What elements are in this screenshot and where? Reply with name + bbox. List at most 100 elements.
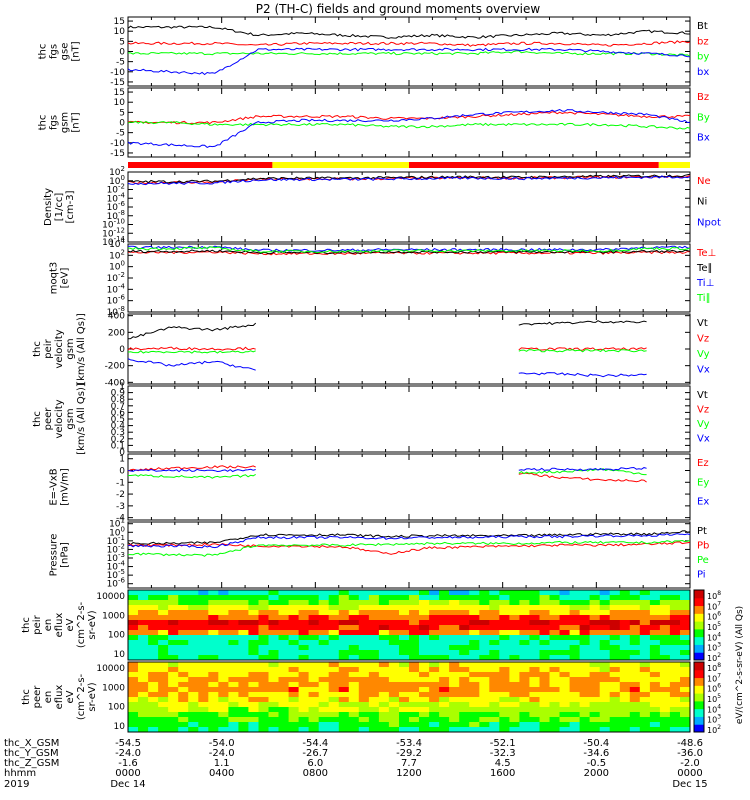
heatmap-cell xyxy=(419,630,430,636)
heatmap-cell xyxy=(569,645,581,651)
heatmap-cell xyxy=(669,655,681,661)
heatmap-cell xyxy=(288,620,300,626)
heatmap-cell xyxy=(680,620,691,626)
heatmap-cell xyxy=(218,682,229,688)
heatmap-cell xyxy=(409,655,420,661)
heatmap-cell xyxy=(539,645,550,651)
heatmap-cell xyxy=(308,620,320,626)
heatmap-cell xyxy=(198,692,209,698)
heatmap-cell xyxy=(399,717,410,723)
heatmap-cell xyxy=(549,655,560,661)
heatmap-cell xyxy=(629,640,641,646)
heatmap-cell xyxy=(348,655,360,661)
heatmap-cell xyxy=(208,672,219,678)
heatmap-cell xyxy=(539,640,550,646)
heatmap-cell xyxy=(218,692,229,698)
heatmap-cell xyxy=(519,682,530,688)
heatmap-cell xyxy=(539,655,550,661)
heatmap-cell xyxy=(158,677,169,683)
heatmap-cell xyxy=(338,707,350,713)
heatmap-cell xyxy=(589,677,601,683)
colorbar-swatch xyxy=(694,693,704,702)
heatmap-cell xyxy=(569,655,581,661)
heatmap-cell xyxy=(178,677,189,683)
heatmap-cell xyxy=(519,630,530,636)
y-tick-label: 10 xyxy=(114,650,126,660)
heatmap-cell xyxy=(680,717,691,723)
heatmap-cell xyxy=(559,667,570,673)
heatmap-cell xyxy=(378,672,390,678)
heatmap-cell xyxy=(328,697,340,703)
heatmap-cell xyxy=(529,687,540,693)
heatmap-cell xyxy=(368,620,380,626)
axis-row-label: hhmm xyxy=(4,768,36,779)
heatmap-cell xyxy=(138,640,149,646)
heatmap-cell xyxy=(629,655,641,661)
heatmap-cell xyxy=(388,687,400,693)
heatmap-cell xyxy=(158,650,169,656)
heatmap-cell xyxy=(238,630,249,636)
time-axis: thc_X_GSM -54.5 -54.0 -54.4 -53.4 -52.1 -50.4-… xyxy=(4,738,708,790)
heatmap-cell xyxy=(298,615,310,621)
heatmap-cell xyxy=(639,610,651,616)
series-Ez xyxy=(127,465,647,483)
heatmap-cell xyxy=(579,590,591,596)
heatmap-cell xyxy=(539,727,550,733)
heatmap-cell xyxy=(569,605,581,611)
heatmap-cell xyxy=(198,625,209,631)
y-tick-label: 100 xyxy=(109,260,125,273)
heatmap-cell xyxy=(188,615,199,621)
y-tick-label: 10-12 xyxy=(102,226,125,239)
heatmap-cell xyxy=(158,630,169,636)
colorbar-tick-label: 107 xyxy=(707,672,721,683)
heatmap-cell xyxy=(358,677,370,683)
heatmap-cell xyxy=(680,677,691,683)
heatmap-cell xyxy=(629,717,641,723)
heatmap-cell xyxy=(188,672,199,678)
heatmap-cell xyxy=(158,655,169,661)
heatmap-cell xyxy=(449,717,460,723)
heatmap-cell xyxy=(138,712,149,718)
heatmap-cell xyxy=(499,692,510,698)
heatmap-cell xyxy=(669,672,681,678)
heatmap-cell xyxy=(579,722,591,728)
heatmap-cell xyxy=(399,682,410,688)
heatmap-cell xyxy=(599,615,611,621)
heatmap-cell xyxy=(609,655,621,661)
colorbar-tick-label: 108 xyxy=(707,662,721,673)
heatmap-cell xyxy=(589,717,601,723)
heatmap-cell xyxy=(429,717,440,723)
heatmap-cell xyxy=(318,662,330,668)
heatmap-cell xyxy=(158,662,169,668)
heatmap-cell xyxy=(659,600,671,606)
heatmap-cell xyxy=(158,645,169,651)
series-bz xyxy=(127,40,691,47)
heatmap-cell xyxy=(519,687,530,693)
heatmap-cell xyxy=(479,712,490,718)
heatmap-cell xyxy=(218,625,229,631)
heatmap-cell xyxy=(479,682,490,688)
heatmap-cell xyxy=(268,620,279,626)
colorbar-swatch xyxy=(694,724,704,733)
heatmap-cell xyxy=(218,595,229,601)
heatmap-cell xyxy=(429,645,440,651)
heatmap-cell xyxy=(569,600,581,606)
heatmap-cell xyxy=(278,620,289,626)
heatmap-cell xyxy=(298,692,310,698)
heatmap-cell xyxy=(368,687,380,693)
heatmap-cell xyxy=(208,707,219,713)
heatmap-cell xyxy=(248,590,259,596)
axis-row-value: -0.5 xyxy=(587,758,607,769)
heatmap-cell xyxy=(469,722,480,728)
heatmap-cell xyxy=(409,640,420,646)
heatmap-cell xyxy=(348,595,360,601)
heatmap-cell xyxy=(499,677,510,683)
y-tick-label: 10-2 xyxy=(107,542,125,555)
heatmap-cell xyxy=(338,717,350,723)
heatmap-cell xyxy=(599,600,611,606)
heatmap-cell xyxy=(388,605,400,611)
heatmap-cell xyxy=(419,615,430,621)
heatmap-cell xyxy=(639,630,651,636)
heatmap-cell xyxy=(439,677,450,683)
heatmap-cell xyxy=(619,625,631,631)
